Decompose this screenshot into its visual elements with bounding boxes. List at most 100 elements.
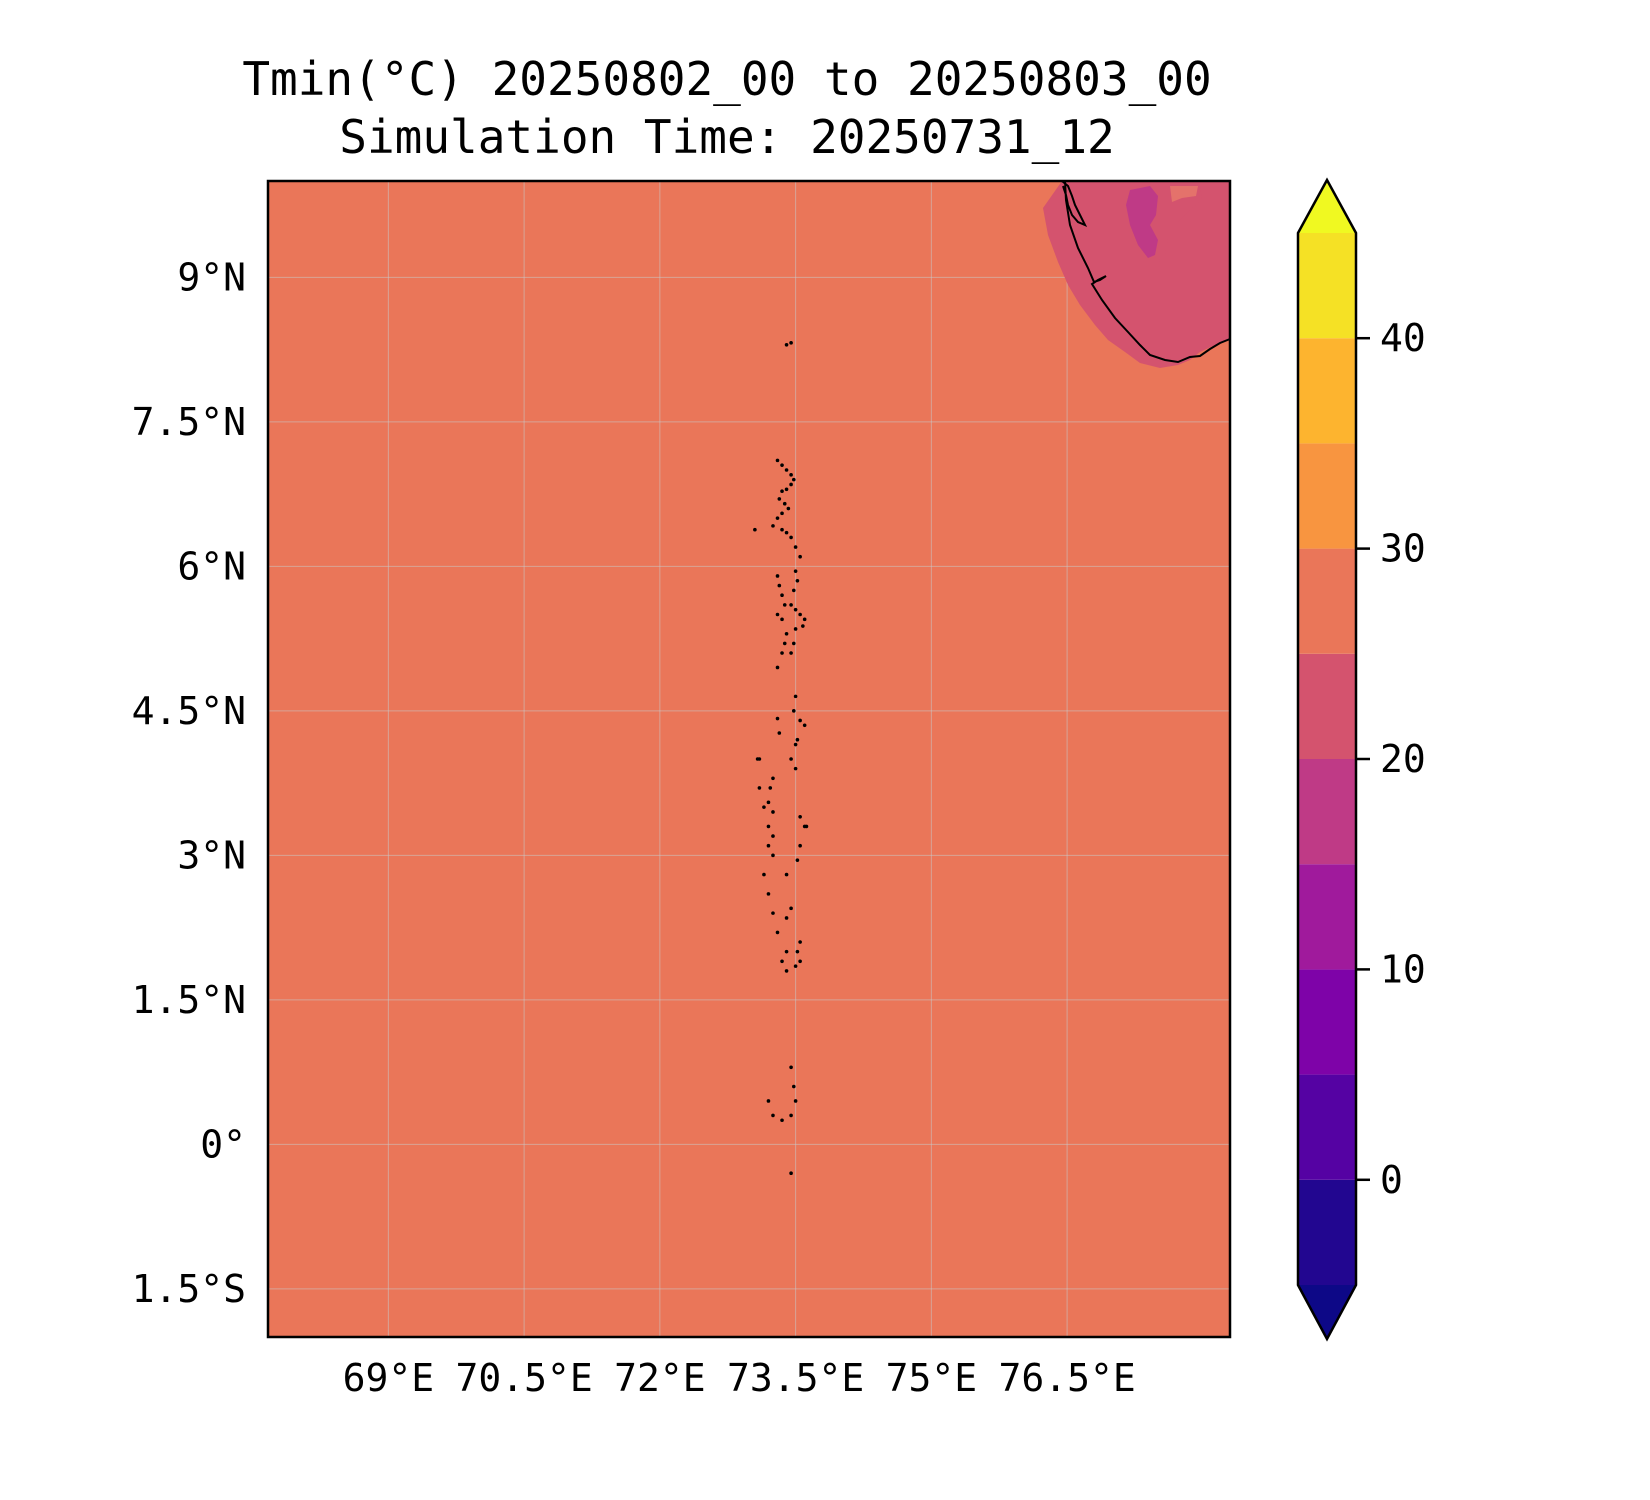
lat-tick-label: 3°N [177,833,246,877]
island-dot [791,1084,796,1089]
island-dot [802,723,807,728]
island-dot [771,834,775,838]
colorbar-extend-max [1298,180,1356,233]
colorbar-ticks: 0 10 20 30 40 [1356,316,1426,1202]
colorbar-level-2 [1298,969,1356,1075]
colorbar-tick-label: 20 [1380,737,1426,781]
island-dot [784,487,789,492]
island-dot [775,516,780,520]
island-dot [793,627,798,631]
island-dot [775,930,780,935]
island-dot [798,554,802,559]
island-dot [771,810,775,814]
island-dot [780,489,784,493]
island-dot [755,757,760,761]
island-dot [762,872,766,877]
lat-tick-label: 4.5°N [132,689,246,733]
island-dot [793,694,798,699]
island-dot [766,1099,771,1103]
island-dot [789,482,793,487]
island-dot [780,593,784,598]
island-dot [789,535,793,540]
island-dot [775,574,780,578]
island-dot [771,524,775,528]
coastline [1061,180,1231,364]
island-dot [784,949,789,954]
graticule [268,181,1230,1337]
ocean-temperature-field [268,181,1230,1337]
island-dot [766,892,771,896]
island-dot [795,737,800,742]
island-dot [782,501,787,506]
island-dot [791,477,796,482]
lat-tick-label: 9°N [177,255,246,299]
island-dot [775,612,780,617]
island-dot [782,603,787,607]
island-dot [798,718,802,723]
island-dot [771,911,775,915]
island-dot [780,651,784,655]
island-dot [789,1113,793,1118]
colorbar-tick-label: 30 [1380,527,1426,571]
lon-tick-label: 72°E [614,1356,706,1400]
map-title-line1: Tmin(°C) 20250802_00 to 20250803_00 [242,52,1211,106]
island-dot [775,458,780,463]
island-dot [780,511,784,516]
island-dot [798,815,802,819]
island-dot [780,527,784,532]
island-dot [762,805,766,809]
island-dot [791,588,796,593]
lat-tick-label: 1.5°N [132,978,246,1022]
island-dot [784,916,789,920]
island-dot [802,617,807,622]
island-dot [791,709,796,713]
island-dot [804,824,809,829]
island-dot [798,843,802,848]
colorbar-level-4 [1298,759,1356,865]
lon-tick-label: 76.5°E [998,1356,1135,1400]
island-dot [784,631,789,636]
island-dot [791,641,796,646]
latitude-axis: 9°N 7.5°N 6°N 4.5°N 3°N 1.5°N 0° 1.5°S [132,255,246,1311]
lat-tick-label: 7.5°N [132,400,246,444]
longitude-axis: 69°E 70.5°E 72°E 73.5°E 75°E 76.5°E [343,1356,1136,1400]
island-dot [795,578,800,583]
island-dot [789,1065,793,1070]
island-dot [793,742,798,747]
island-dot [784,872,789,877]
island-dot [795,858,800,862]
island-dot [798,940,802,944]
colorbar: 0 10 20 30 40 [1296,177,1426,1342]
island-dot [793,545,798,549]
island-dot [768,786,773,790]
island-dot [766,800,771,805]
island-dot [780,959,784,964]
island-dot [780,617,784,622]
colorbar-extend-min [1298,1285,1356,1339]
island-dot [793,964,798,968]
land-temperature-field [1043,181,1230,368]
island-dot [775,716,780,721]
island-dot [780,1118,784,1123]
map-frame [266,179,1232,1339]
island-dot [789,473,793,477]
island-dot [801,624,805,628]
colorbar-tick-label: 10 [1380,947,1426,991]
colorbar-level-3 [1298,864,1356,970]
colorbar-level-6 [1298,548,1356,654]
island-dot [771,776,775,781]
island-dot [793,569,798,573]
land-temperature-field-cooler-east [1158,186,1202,262]
island-dot [766,843,771,848]
island-dot [789,341,793,345]
island-dot [771,853,775,858]
island-dot [757,786,762,790]
island-dot [775,665,780,670]
island-dot [798,612,802,617]
island-dot [798,959,802,964]
island-dot [793,1099,798,1103]
island-dot [795,949,800,954]
colorbar-tick-label: 40 [1380,316,1426,360]
island-dot [789,651,793,655]
